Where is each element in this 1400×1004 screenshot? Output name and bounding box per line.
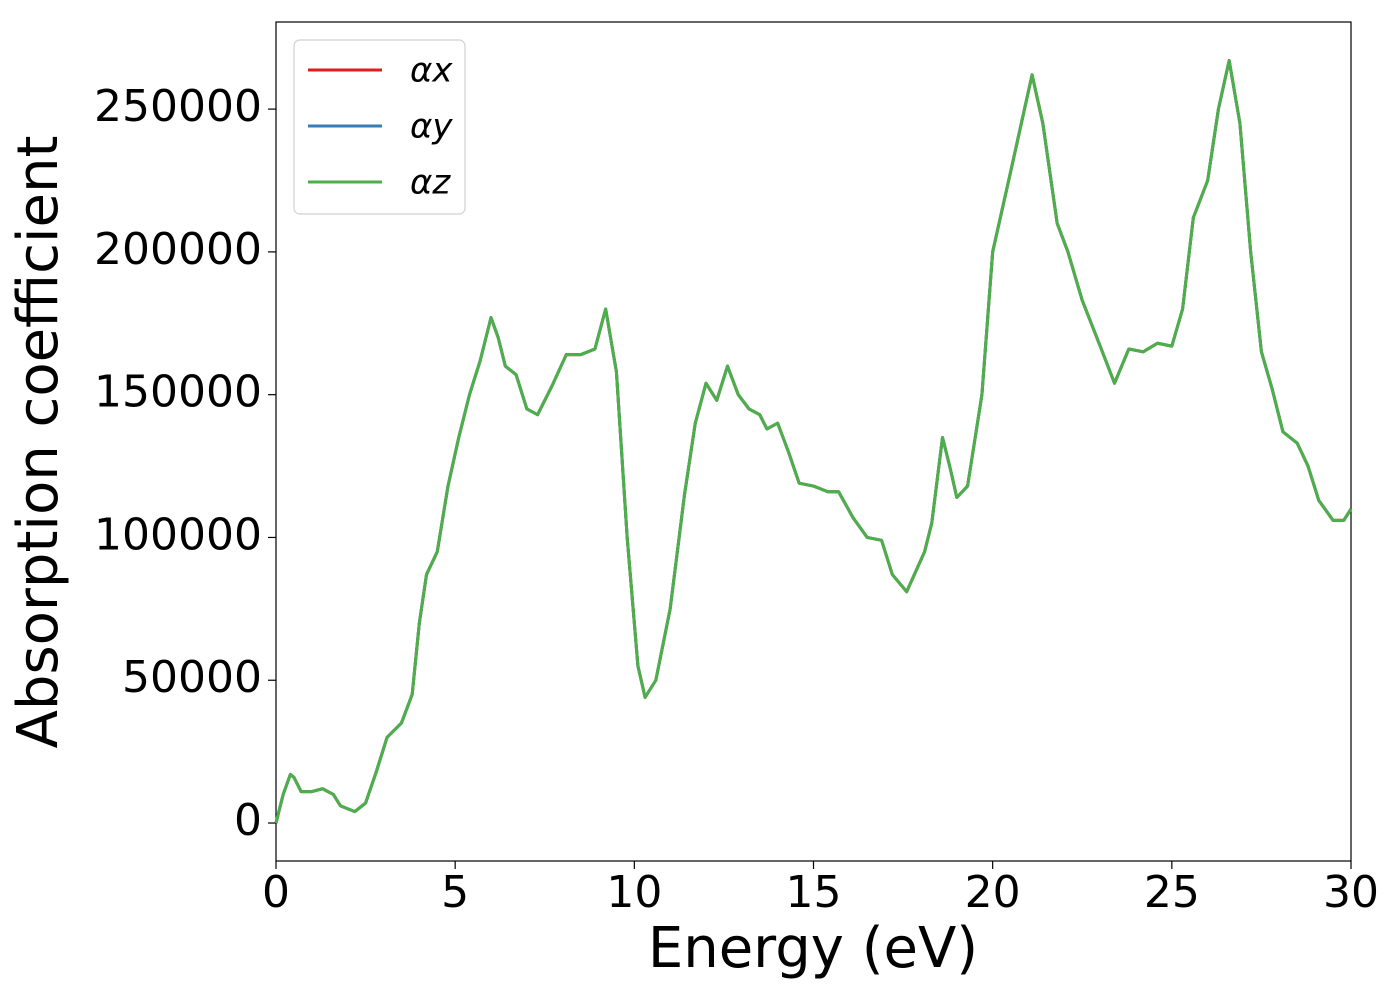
series-line <box>274 59 1353 824</box>
y-tick-label: 250000 <box>94 81 262 132</box>
y-tick-label: 200000 <box>94 224 262 275</box>
y-axis-label: Absorption coefficient <box>6 136 71 749</box>
legend-label: αy <box>410 107 453 147</box>
x-tick-label: 30 <box>1323 867 1379 918</box>
y-tick-label: 0 <box>234 795 262 846</box>
x-tick-label: 0 <box>262 867 290 918</box>
x-tick-label: 20 <box>965 867 1021 918</box>
x-tick-label: 15 <box>786 867 842 918</box>
legend-label: αx <box>410 51 453 91</box>
x-tick-label: 25 <box>1144 867 1200 918</box>
legend-label: αz <box>410 163 451 203</box>
x-tick-label: 5 <box>441 867 469 918</box>
x-axis-label: Energy (eV) <box>648 916 978 981</box>
y-tick-label: 100000 <box>94 509 262 560</box>
x-tick-label: 10 <box>606 867 662 918</box>
y-tick-label: 150000 <box>94 367 262 418</box>
y-tick-label: 50000 <box>122 652 262 703</box>
